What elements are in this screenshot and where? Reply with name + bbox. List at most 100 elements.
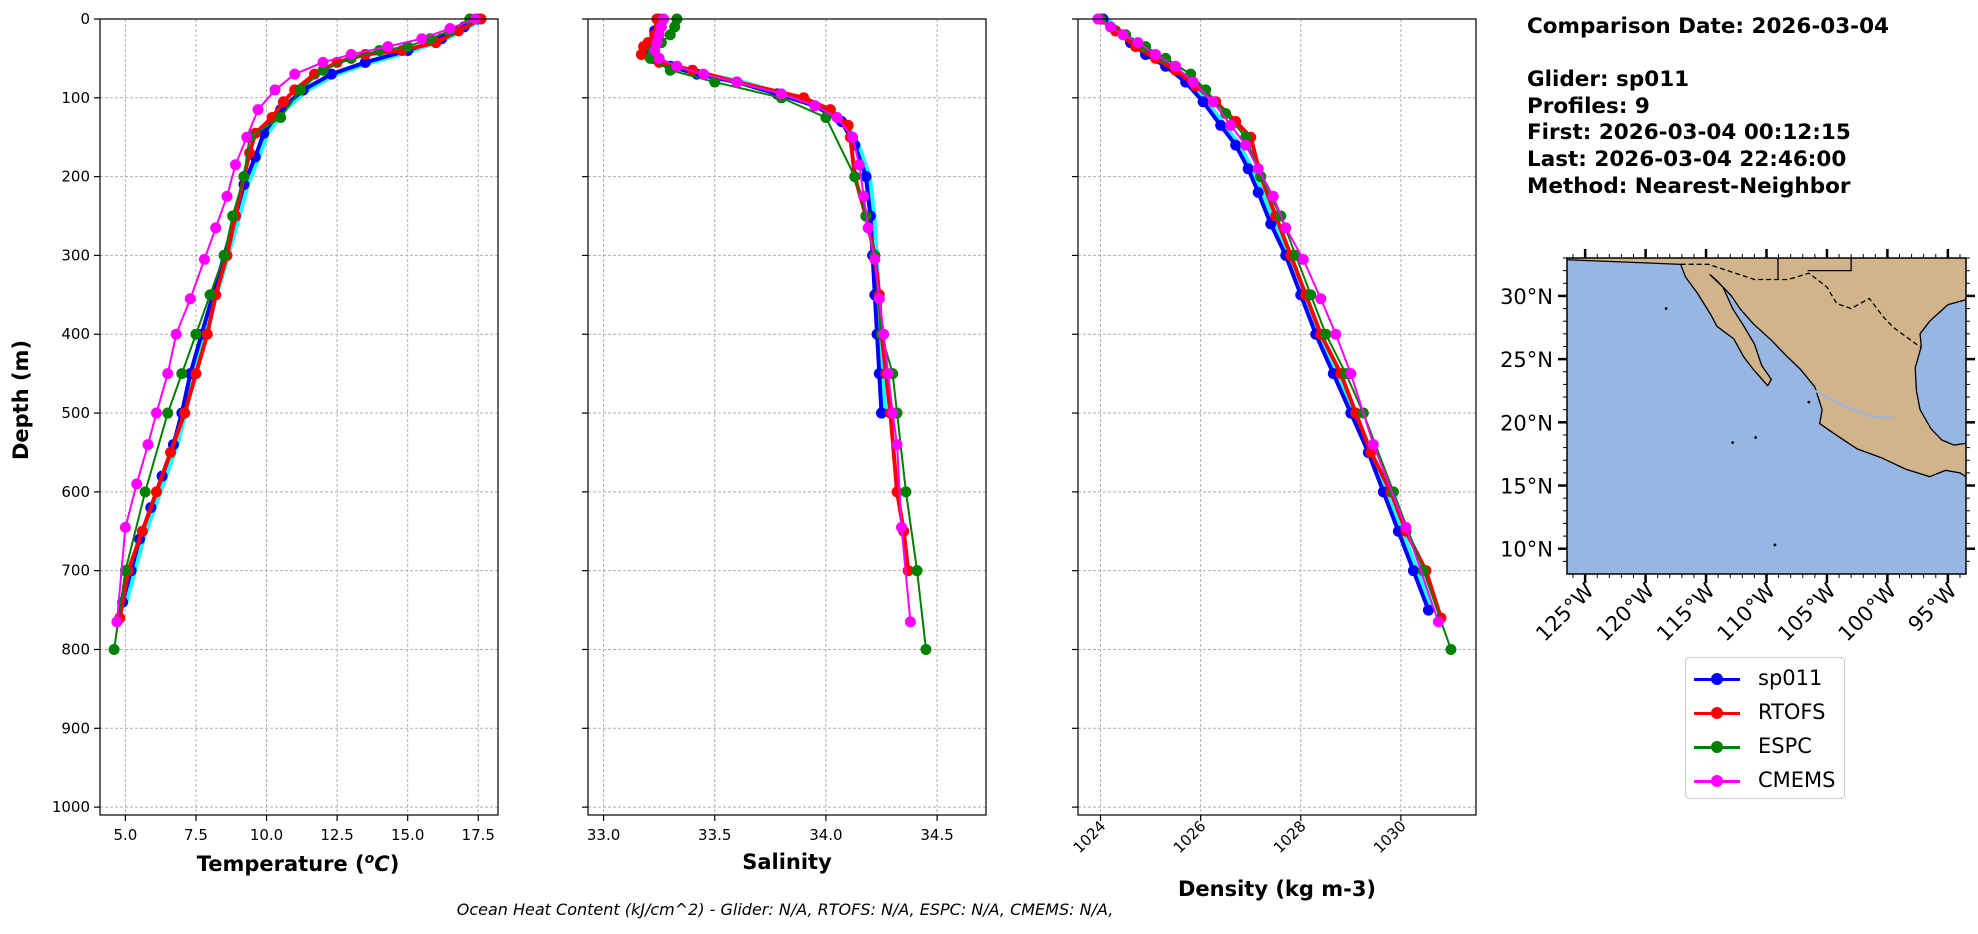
- latitude-label: 25°N: [1500, 348, 1553, 372]
- data-point: [150, 407, 162, 419]
- data-point: [698, 68, 710, 80]
- data-point: [136, 525, 148, 537]
- data-point: [218, 249, 230, 261]
- data-point: [294, 84, 306, 96]
- landmass: [1567, 258, 1966, 478]
- legend-label: CMEMS: [1758, 768, 1836, 792]
- data-point: [873, 293, 885, 305]
- x-tick-label: 17.5: [462, 826, 495, 844]
- island: [1807, 400, 1811, 404]
- ocean-heat-content-footer: Ocean Heat Content (kJ/cm^2) - Glider: N…: [456, 900, 1114, 919]
- x-tick-label: 1024: [1070, 817, 1110, 857]
- data-point: [1150, 48, 1162, 60]
- island: [1731, 441, 1735, 444]
- axes-frame: [1077, 18, 1477, 816]
- data-point: [244, 147, 256, 159]
- temperature-axis-label: Temperature (oC): [197, 851, 400, 876]
- series-line: [653, 18, 912, 623]
- island: [1773, 543, 1777, 547]
- data-point: [635, 48, 647, 60]
- data-point: [150, 486, 162, 498]
- data-point: [1267, 190, 1279, 202]
- data-point: [1315, 293, 1327, 305]
- data-point: [444, 22, 456, 34]
- data-point: [229, 159, 241, 171]
- axes-frame: [587, 18, 987, 816]
- longitude-label: 115°W: [1652, 578, 1720, 646]
- island: [1754, 436, 1758, 439]
- series-cmems: [111, 13, 481, 628]
- data-point: [289, 68, 301, 80]
- data-point: [904, 616, 916, 628]
- longitude-label: 110°W: [1713, 578, 1781, 646]
- data-point: [664, 29, 676, 41]
- last-time: Last: 2026-03-04 22:46:00: [1527, 146, 1847, 172]
- profile-count: Profiles: 9: [1527, 93, 1650, 119]
- data-point: [731, 76, 743, 88]
- data-point: [1215, 119, 1227, 131]
- series-line: [117, 17, 482, 619]
- series-sp011: [642, 13, 888, 419]
- y-tick-label: 100: [61, 89, 90, 107]
- y-tick-label: 600: [61, 483, 90, 501]
- y-tick-label: 800: [61, 640, 90, 658]
- data-point: [1297, 253, 1309, 265]
- data-point: [241, 131, 253, 143]
- data-point: [227, 210, 239, 222]
- x-tick-label: 12.5: [320, 826, 353, 844]
- data-point: [1305, 289, 1317, 301]
- latitude-label: 10°N: [1500, 538, 1553, 562]
- series-line: [1101, 17, 1431, 611]
- data-point: [142, 439, 154, 451]
- legend-marker: [1711, 775, 1723, 787]
- data-point: [111, 616, 123, 628]
- data-point: [1105, 21, 1117, 33]
- data-point: [858, 190, 870, 202]
- first-time: First: 2026-03-04 00:12:15: [1527, 120, 1851, 146]
- legend-item-cmems: CMEMS: [1694, 767, 1844, 797]
- x-tick-label: 10.0: [250, 826, 283, 844]
- data-point: [847, 131, 859, 143]
- data-point: [119, 521, 131, 533]
- method: Method: Nearest-Neighbor: [1527, 173, 1851, 199]
- data-point: [198, 253, 210, 265]
- us-mexico-border: [1680, 263, 1922, 349]
- location-map: 30°N 25°N 20°N 15°N 10°N 125°W120°W115°W110°W…: [1500, 249, 1975, 646]
- data-point: [891, 439, 903, 451]
- data-point: [653, 52, 665, 64]
- data-point: [1432, 616, 1444, 628]
- data-point: [831, 112, 843, 124]
- series-sp011: [1097, 13, 1435, 616]
- data-point: [849, 171, 861, 183]
- longitude-label: 125°W: [1531, 578, 1599, 646]
- data-point: [878, 328, 890, 340]
- depth-axis-label: Depth (m): [9, 340, 33, 460]
- salinity-panel: 33.0 33.5 34.0 34.5: [582, 13, 987, 844]
- y-tick-label: 700: [61, 562, 90, 580]
- data-point: [1400, 521, 1412, 533]
- x-tick-label: 1026: [1170, 817, 1210, 857]
- legend-marker: [1711, 707, 1723, 719]
- series-line-spread: [122, 16, 483, 603]
- longitude-label: 120°W: [1592, 578, 1660, 646]
- data-point: [862, 222, 874, 234]
- legend-label: sp011: [1758, 666, 1823, 690]
- data-point: [1207, 96, 1219, 108]
- data-point: [238, 171, 250, 183]
- x-tick-label: 1028: [1270, 817, 1310, 857]
- x-tick-label: 33.5: [698, 826, 731, 844]
- data-point: [204, 289, 216, 301]
- info-block: Comparison Date: 2026-03-04 Glider: sp01…: [1527, 14, 1889, 200]
- data-point: [1197, 96, 1209, 108]
- data-point: [170, 328, 182, 340]
- series-line: [645, 18, 884, 414]
- data-point: [131, 478, 143, 490]
- lake-chapala: [1802, 383, 1894, 420]
- data-point: [317, 64, 329, 76]
- legend: sp011 RTOFS ESPC CMEMS: [1685, 657, 1845, 799]
- data-point: [325, 68, 337, 80]
- axes-frame: [99, 18, 499, 816]
- state-border: [1807, 258, 1852, 272]
- data-point: [1252, 163, 1264, 175]
- data-point: [359, 56, 371, 68]
